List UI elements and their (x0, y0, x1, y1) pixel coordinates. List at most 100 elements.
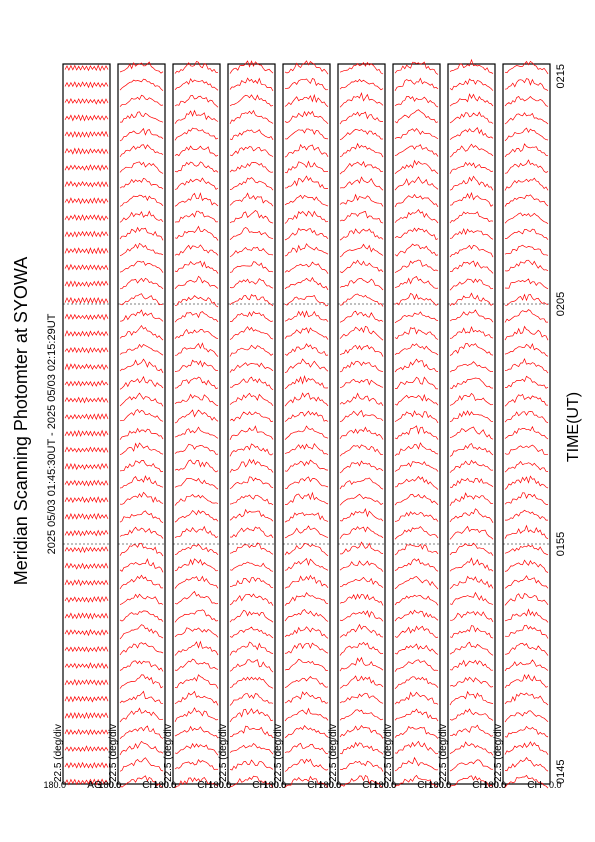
trace (174, 60, 219, 74)
channel-label: CH (472, 780, 486, 791)
trace (339, 228, 384, 241)
trace (394, 609, 439, 622)
trace (504, 460, 549, 473)
trace (504, 212, 549, 224)
trace (339, 409, 384, 423)
trace (504, 244, 549, 256)
trace (504, 293, 549, 306)
trace (449, 127, 494, 140)
trace (339, 709, 384, 721)
trace (119, 725, 164, 739)
y-tick-top: 180.0 (263, 780, 286, 790)
trace (394, 159, 439, 175)
trace (284, 775, 329, 788)
trace (119, 642, 164, 656)
trace (64, 596, 109, 603)
panel-frame (447, 63, 496, 785)
trace (339, 477, 384, 490)
trace (339, 623, 384, 638)
trace (229, 707, 274, 723)
trace (229, 278, 274, 289)
trace (284, 609, 329, 622)
trace (339, 741, 384, 755)
y-tick-bottom: 0.0 (439, 780, 452, 790)
trace (284, 276, 329, 291)
trace (284, 543, 329, 557)
trace (394, 774, 438, 788)
trace (229, 326, 274, 340)
trace (505, 509, 548, 521)
trace (394, 643, 439, 655)
trace (119, 260, 164, 273)
trace (229, 526, 274, 538)
trace (119, 574, 163, 590)
trace (394, 425, 439, 440)
trace (339, 760, 384, 772)
trace (174, 161, 219, 173)
trace (449, 78, 494, 91)
panel-frame (392, 63, 441, 785)
traces (394, 61, 439, 788)
trace (229, 693, 274, 706)
trace (174, 493, 219, 506)
trace (119, 161, 164, 174)
trace (64, 761, 109, 769)
trace (449, 191, 494, 207)
traces (64, 64, 109, 786)
channel-label: CH (527, 780, 541, 791)
trace (504, 692, 549, 706)
trace (64, 462, 109, 471)
channel-label: AG (87, 780, 102, 791)
trace (229, 641, 274, 656)
trace (340, 541, 384, 555)
trace (504, 725, 549, 738)
trace (64, 180, 109, 188)
trace (64, 429, 109, 437)
trace (284, 512, 329, 523)
trace (229, 411, 274, 423)
trace (284, 261, 329, 274)
trace (394, 659, 439, 672)
trace (449, 525, 494, 540)
trace (120, 111, 164, 123)
trace (339, 91, 384, 108)
trace (339, 310, 384, 323)
trace (449, 542, 494, 556)
trace (394, 461, 439, 472)
trace (284, 60, 329, 75)
trace (449, 228, 494, 240)
trace (284, 327, 329, 340)
trace (449, 244, 494, 258)
trace (64, 562, 109, 570)
trace (449, 575, 494, 590)
trace (394, 292, 439, 306)
trace (504, 756, 549, 772)
trace (119, 690, 163, 704)
trace (339, 176, 384, 191)
trace (174, 295, 219, 308)
trace (119, 740, 164, 756)
trace (504, 559, 549, 573)
trace (504, 259, 549, 272)
trace (504, 673, 549, 689)
trace (174, 275, 219, 289)
scale-label: 22.5 (deg/div (438, 724, 449, 782)
y-tick-bottom: 0.0 (494, 780, 507, 790)
trace (284, 491, 329, 505)
y-tick-top: 180.0 (153, 780, 176, 790)
trace (449, 659, 493, 671)
trace (449, 442, 494, 457)
trace (229, 494, 274, 506)
trace (284, 310, 329, 322)
trace (119, 624, 164, 640)
trace (449, 343, 494, 356)
trace (504, 659, 549, 672)
trace (64, 778, 109, 786)
trace (284, 194, 329, 207)
trace (394, 756, 439, 772)
trace (449, 641, 494, 656)
trace (119, 610, 164, 622)
